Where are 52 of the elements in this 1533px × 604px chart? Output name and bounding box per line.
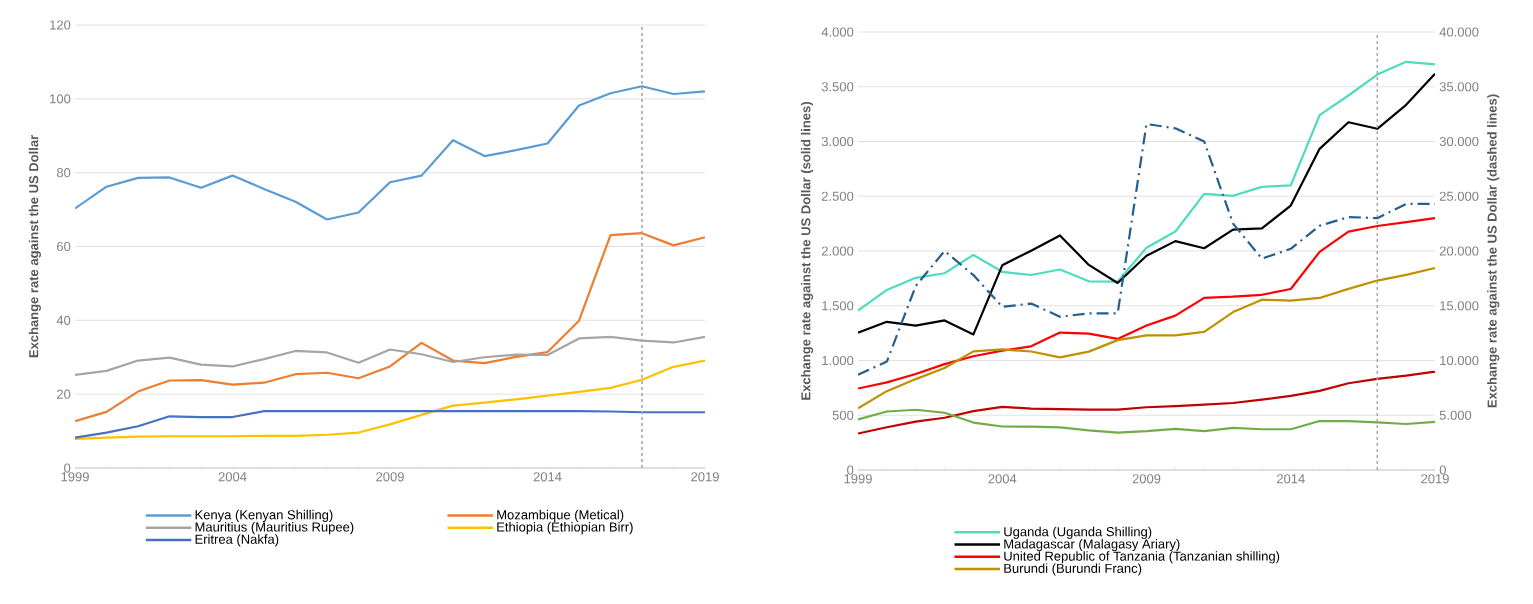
legend-label: Madagascar (Malagasy Ariary) bbox=[1004, 538, 1180, 552]
x-tick-label: 2004 bbox=[988, 474, 1017, 484]
legend-label: Eritrea (Nakfa) bbox=[195, 534, 279, 547]
x-tick-label: 2014 bbox=[1276, 474, 1305, 484]
x-tick-label: 1999 bbox=[844, 474, 872, 484]
y-tick-label: 2.000 bbox=[821, 246, 854, 256]
y-tick-label: 120 bbox=[50, 20, 71, 30]
y-tick-label: 1.000 bbox=[822, 355, 854, 366]
y-tick-label: 2.500 bbox=[821, 191, 854, 201]
y-tick-label: 1.500 bbox=[822, 301, 854, 311]
y2-tick-label: 35.000 bbox=[1439, 82, 1479, 92]
y-tick-label: 500 bbox=[832, 410, 854, 420]
y-axis-title: Exchange rate against the US Dollar (solid lines) bbox=[800, 102, 814, 400]
y2-tick-label: 0 bbox=[1439, 465, 1446, 475]
y-tick-label: 3.500 bbox=[821, 82, 854, 92]
line-series bbox=[75, 85, 706, 221]
legend-label: Mauritius (Mauritius Rupee) bbox=[195, 522, 354, 535]
line-series bbox=[858, 408, 1436, 434]
x-tick-label: 2004 bbox=[218, 472, 247, 482]
x-tick-label: 2014 bbox=[533, 472, 562, 482]
y2-tick-label: 25.000 bbox=[1439, 191, 1479, 201]
y-tick-label: 80 bbox=[56, 168, 71, 178]
x-tick-label: 1999 bbox=[61, 472, 89, 482]
legend-label: Mozambique (Metical) bbox=[497, 509, 624, 522]
legend-label: Kenya (Kenyan Shilling) bbox=[195, 509, 333, 522]
y2-tick-label: 15.000 bbox=[1440, 301, 1479, 311]
y-tick-label: 3.000 bbox=[821, 136, 854, 147]
y-axis-title: Exchange rate against the US Dollar bbox=[28, 135, 41, 358]
legend-label: Ethiopia (Ethiopian Birr) bbox=[497, 522, 633, 535]
legend-label: Uganda (Uganda Shilling) bbox=[1004, 526, 1152, 539]
x-tick-label: 2009 bbox=[1132, 474, 1161, 484]
y-tick-label: 100 bbox=[50, 94, 71, 104]
y-tick-label: 0 bbox=[64, 463, 71, 473]
line-series bbox=[858, 266, 1436, 410]
y2-tick-label: 20.000 bbox=[1439, 246, 1479, 256]
y2-tick-label: 10.000 bbox=[1440, 355, 1479, 366]
y2-tick-label: 30.000 bbox=[1439, 136, 1479, 147]
line-series bbox=[858, 217, 1436, 390]
y-tick-label: 40 bbox=[56, 315, 71, 325]
x-tick-label: 2019 bbox=[691, 472, 719, 482]
y-tick-label: 20 bbox=[57, 389, 71, 399]
y2-axis-title: Exchange rate against the US Dollar (dashed lines) bbox=[1487, 94, 1500, 408]
y-tick-label: 0 bbox=[847, 465, 854, 475]
legend-label: United Republic of Tanzania (Tanzanian shilling) bbox=[1004, 551, 1280, 564]
y-tick-label: 4.000 bbox=[821, 27, 854, 37]
line-series bbox=[75, 232, 706, 423]
legend-label: Burundi (Burundi Franc) bbox=[1004, 563, 1142, 576]
y2-tick-label: 40.000 bbox=[1439, 27, 1479, 37]
y2-tick-label: 5.000 bbox=[1439, 410, 1472, 420]
x-tick-label: 2009 bbox=[376, 472, 404, 482]
x-tick-label: 2019 bbox=[1421, 474, 1449, 484]
y-tick-label: 60 bbox=[57, 241, 71, 252]
